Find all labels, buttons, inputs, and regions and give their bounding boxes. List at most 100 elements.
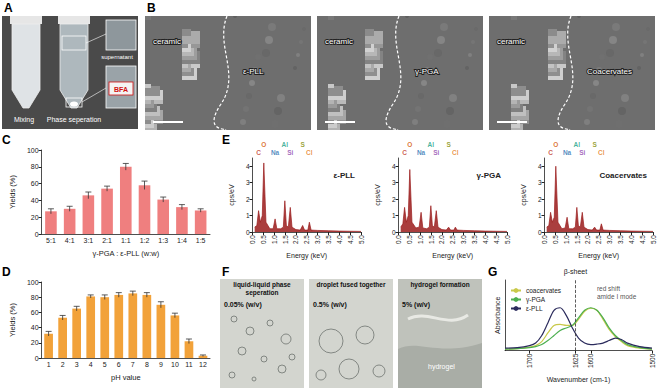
svg-text:C: C [548, 149, 553, 156]
svg-text:3: 3 [75, 361, 79, 368]
svg-text:Coacervates: Coacervates [587, 67, 632, 76]
svg-text:γ-PGA: γ-PGA [415, 67, 439, 76]
svg-text:1600: 1600 [587, 353, 594, 368]
svg-text:β-sheet: β-sheet [564, 268, 588, 276]
svg-text:2: 2 [61, 361, 65, 368]
svg-text:1500: 1500 [649, 353, 656, 368]
svg-text:0: 0 [538, 229, 542, 236]
svg-text:0: 0 [35, 355, 39, 362]
svg-text:4: 4 [89, 361, 93, 368]
svg-text:1.0: 1.0 [271, 235, 278, 244]
svg-text:11: 11 [185, 361, 192, 368]
svg-text:4.5: 4.5 [493, 235, 500, 244]
svg-text:100: 100 [27, 279, 39, 286]
svg-text:4: 4 [246, 163, 250, 170]
svg-text:1625: 1625 [572, 353, 579, 368]
svg-text:Energy (keV): Energy (keV) [578, 252, 619, 260]
svg-text:12: 12 [199, 361, 207, 368]
svg-text:ε-PLL: ε-PLL [243, 67, 264, 76]
svg-text:1.5: 1.5 [574, 235, 581, 244]
svg-text:6: 6 [117, 361, 121, 368]
svg-text:S: S [592, 141, 597, 148]
svg-text:amide I mode: amide I mode [597, 293, 637, 300]
svg-text:2.5: 2.5 [595, 235, 602, 244]
svg-text:Si: Si [433, 149, 439, 156]
svg-text:C: C [402, 149, 407, 156]
svg-text:4.0: 4.0 [482, 235, 489, 244]
svg-text:20: 20 [31, 339, 39, 346]
svg-text:60: 60 [31, 309, 39, 316]
svg-text:Mixing: Mixing [14, 116, 34, 124]
svg-text:2.5: 2.5 [303, 235, 310, 244]
svg-text:1700: 1700 [526, 353, 533, 368]
svg-text:4: 4 [392, 163, 396, 170]
svg-text:4.5: 4.5 [639, 235, 646, 244]
svg-text:1:4: 1:4 [177, 237, 187, 244]
svg-text:1: 1 [47, 361, 51, 368]
svg-text:5.0: 5.0 [650, 235, 657, 244]
svg-text:0: 0 [392, 229, 396, 236]
svg-text:2.0: 2.0 [292, 235, 299, 244]
svg-text:ceramic: ceramic [325, 37, 353, 46]
svg-text:2.0: 2.0 [584, 235, 591, 244]
svg-text:pH value: pH value [111, 373, 141, 382]
svg-text:Energy (keV): Energy (keV) [432, 252, 473, 260]
svg-text:O: O [407, 141, 412, 148]
svg-text:S: S [446, 141, 451, 148]
svg-text:40: 40 [31, 197, 39, 204]
svg-text:BFA: BFA [114, 86, 128, 93]
svg-text:5:1: 5:1 [46, 237, 56, 244]
svg-text:ceramic: ceramic [153, 37, 181, 46]
svg-text:1:3: 1:3 [158, 237, 168, 244]
svg-text:O: O [261, 141, 266, 148]
svg-text:red shift: red shift [597, 285, 620, 292]
svg-text:Cl: Cl [598, 149, 605, 156]
svg-text:9: 9 [159, 361, 163, 368]
svg-text:Na: Na [417, 149, 426, 156]
svg-text:3: 3 [246, 179, 250, 186]
svg-text:80: 80 [31, 163, 39, 170]
svg-text:1:5: 1:5 [196, 237, 206, 244]
svg-text:ε-PLL: ε-PLL [333, 171, 355, 180]
svg-text:γ-PGA: γ-PGA [526, 296, 546, 304]
svg-text:4.0: 4.0 [628, 235, 635, 244]
svg-text:1.0: 1.0 [563, 235, 570, 244]
svg-text:3: 3 [538, 179, 542, 186]
svg-text:2.0: 2.0 [438, 235, 445, 244]
svg-text:S: S [300, 141, 305, 148]
svg-text:8: 8 [145, 361, 149, 368]
svg-text:1:2: 1:2 [140, 237, 150, 244]
svg-text:Na: Na [563, 149, 572, 156]
svg-text:2: 2 [246, 196, 250, 203]
svg-text:Si: Si [579, 149, 585, 156]
svg-text:40: 40 [31, 324, 39, 331]
svg-text:Yields (%): Yields (%) [8, 303, 17, 337]
svg-text:Cl: Cl [306, 149, 313, 156]
svg-text:7: 7 [131, 361, 135, 368]
svg-text:γ-PGA : ε-PLL (w:w): γ-PGA : ε-PLL (w:w) [92, 249, 159, 258]
svg-text:supernatant: supernatant [101, 54, 133, 60]
svg-text:2.5: 2.5 [449, 235, 456, 244]
svg-text:1.5: 1.5 [428, 235, 435, 244]
svg-text:3.5: 3.5 [471, 235, 478, 244]
svg-text:3: 3 [392, 179, 396, 186]
svg-text:0.5: 0.5 [552, 235, 559, 244]
svg-text:Absorbance: Absorbance [494, 297, 501, 334]
svg-text:Wavenumber (cm-1): Wavenumber (cm-1) [547, 376, 611, 384]
svg-text:4.0: 4.0 [336, 235, 343, 244]
svg-text:0.0: 0.0 [541, 235, 548, 244]
svg-text:2: 2 [538, 196, 542, 203]
svg-text:1:1: 1:1 [121, 237, 131, 244]
svg-text:0: 0 [246, 229, 250, 236]
svg-text:0.5: 0.5 [260, 235, 267, 244]
svg-text:3.0: 3.0 [460, 235, 467, 244]
svg-text:γ-PGA: γ-PGA [477, 171, 502, 180]
svg-text:1: 1 [246, 212, 250, 219]
svg-text:Cl: Cl [452, 149, 459, 156]
svg-text:1: 1 [538, 212, 542, 219]
svg-text:0.0: 0.0 [249, 235, 256, 244]
svg-text:coacervates: coacervates [526, 287, 562, 294]
svg-text:cps/eV: cps/eV [374, 184, 382, 206]
svg-text:3.5: 3.5 [617, 235, 624, 244]
svg-text:80: 80 [31, 294, 39, 301]
